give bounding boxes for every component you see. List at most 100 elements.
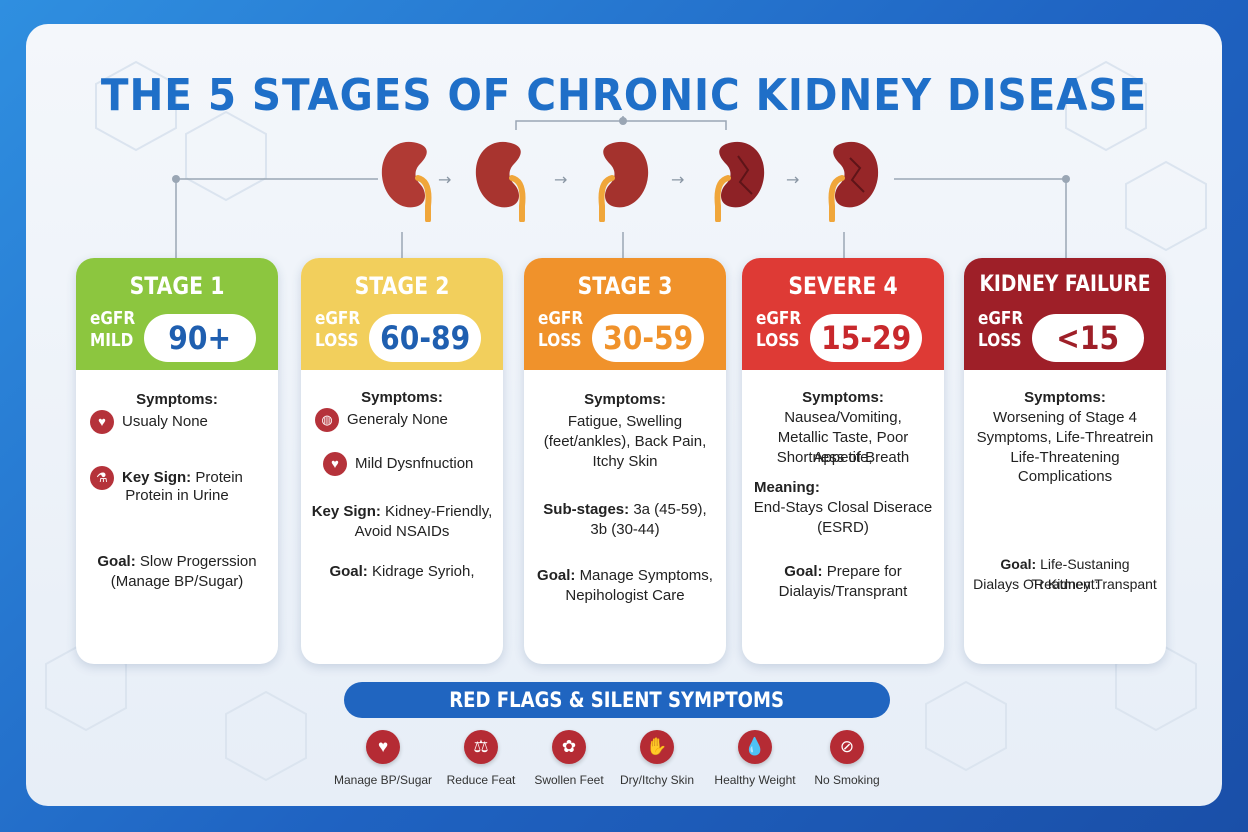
meaning-text: End-Stays Closal Diserace bbox=[753, 499, 933, 516]
goal-text-2: Nepihologist Care bbox=[565, 587, 685, 604]
egfr-range: 15-29 bbox=[810, 314, 922, 362]
stage-connectors: → → → → bbox=[172, 116, 1070, 258]
page-title: THE 5 STAGES OF CHRONIC KIDNEY DISEASE bbox=[100, 70, 1148, 121]
symptom-line: Worsening of Stage 4 bbox=[993, 409, 1137, 426]
goal-text-2: Dialays OR Kidney Transpant bbox=[973, 576, 1157, 592]
stage-card-5: KIDNEY FAILURE eGFR LOSS <15 Symptoms: Wo… bbox=[964, 258, 1166, 664]
keysign-label: Key Sign: bbox=[122, 468, 192, 486]
feet-icon: ✿ bbox=[552, 730, 586, 764]
flag-label: Reduce Feat bbox=[446, 773, 516, 787]
goal-text: Life-Sustaning Treatment: bbox=[1031, 556, 1130, 592]
kidney-icon: ♥ bbox=[90, 410, 114, 434]
symptoms-label: Symptoms: bbox=[802, 389, 884, 406]
stage-title: STAGE 1 bbox=[129, 272, 225, 300]
symptom-line: Life-Threatening bbox=[1010, 449, 1120, 466]
substages-text-2: 3b (30-44) bbox=[590, 521, 660, 538]
heart-icon: ♥ bbox=[366, 730, 400, 764]
arrow-icon: → bbox=[438, 170, 451, 189]
flag-label: No Smoking bbox=[814, 773, 880, 787]
egfr-label: eGFR LOSS bbox=[538, 308, 584, 351]
symptom-line: Shortness of Breath bbox=[776, 449, 910, 466]
egfr-label: eGFR LOSS bbox=[978, 308, 1024, 351]
kidney-icon bbox=[714, 141, 765, 222]
flag-label: Manage BP/Sugar bbox=[333, 773, 433, 787]
red-flags-banner: RED FLAGS & SILENT SYMPTOMS bbox=[344, 682, 890, 718]
symptom-line: Metallic Taste, Poor Appetite, bbox=[777, 429, 909, 466]
goal-text-2: Dialayis/Transprant bbox=[778, 583, 908, 600]
keysign-text-2: Protein in Urine bbox=[125, 487, 229, 504]
symptom-line: Complications bbox=[1017, 468, 1113, 485]
kidney-icon bbox=[598, 141, 649, 222]
flag-label: Swollen Feet bbox=[534, 773, 604, 787]
flag-manage-bp: ♥ Manage BP/Sugar bbox=[328, 730, 438, 787]
symptom-text: Usualy None bbox=[122, 412, 208, 430]
bottle-icon: ◍ bbox=[315, 408, 339, 432]
stage-title: STAGE 3 bbox=[577, 272, 673, 300]
kidney-icon bbox=[828, 141, 879, 222]
flask-icon: ⚗ bbox=[90, 466, 114, 490]
stage-header: SEVERE 4 eGFR LOSS 15-29 bbox=[742, 258, 944, 370]
egfr-range: 60-89 bbox=[369, 314, 481, 362]
keysign-label: Key Sign: bbox=[311, 503, 381, 520]
stage-card-4: SEVERE 4 eGFR LOSS 15-29 Symptoms: Nausea… bbox=[742, 258, 944, 664]
keysign-text: Kidney-Friendly, bbox=[385, 503, 493, 520]
scale-icon: ⚖ bbox=[464, 730, 498, 764]
flag-reduce-feat: ⚖ Reduce Feat bbox=[426, 730, 536, 787]
stage-title: SEVERE 4 bbox=[788, 272, 898, 300]
symptoms-label: Symptoms: bbox=[1024, 389, 1106, 406]
symptoms-label: Symptoms: bbox=[584, 391, 666, 408]
flag-no-smoking: ⊘ No Smoking bbox=[792, 730, 902, 787]
goal-label: Goal: bbox=[537, 567, 576, 584]
stage-card-2: STAGE 2 eGFR LOSS 60-89 Symptoms: ◍ Genera… bbox=[301, 258, 503, 664]
no-smoking-icon: ⊘ bbox=[830, 730, 864, 764]
stage-card-1: STAGE 1 eGFR MILD 90+ Symptoms: ♥ Usualy N… bbox=[76, 258, 278, 664]
stage-header: STAGE 1 eGFR MILD 90+ bbox=[76, 258, 278, 370]
goal-text-2: (Manage BP/Sugar) bbox=[110, 573, 244, 590]
stage-title: KIDNEY FAILURE bbox=[979, 272, 1151, 297]
stage-header: STAGE 3 eGFR LOSS 30-59 bbox=[524, 258, 726, 370]
symptom-line: (feet/ankles), Back Pain, bbox=[543, 433, 707, 450]
goal-text: Prepare for bbox=[826, 563, 902, 580]
kidney-icon bbox=[475, 141, 526, 222]
meaning-text-2: (ESRD) bbox=[817, 519, 869, 536]
keysign-text: Protein bbox=[195, 468, 243, 486]
flag-healthy-weight: 💧 Healthy Weight bbox=[700, 730, 810, 787]
kidney-icon: ♥ bbox=[323, 452, 347, 476]
goal-text: Manage Symptoms, bbox=[579, 567, 713, 584]
flag-label: Dry/Itchy Skin bbox=[619, 773, 694, 787]
symptoms-label: Symptoms: bbox=[136, 391, 218, 408]
arrow-icon: → bbox=[671, 170, 684, 189]
infographic-panel: THE 5 STAGES OF CHRONIC KIDNEY DISEASE →… bbox=[26, 24, 1222, 806]
egfr-range: 30-59 bbox=[592, 314, 704, 362]
goal-label: Goal: bbox=[329, 563, 368, 580]
goal-text: Kidrage Syrioh, bbox=[371, 563, 475, 580]
goal-label: Goal: bbox=[784, 563, 823, 580]
substages-text: 3a (45-59), bbox=[633, 501, 707, 518]
extra-text: Mild Dysnfnuction bbox=[355, 454, 474, 472]
flag-dry-skin: ✋ Dry/Itchy Skin bbox=[602, 730, 712, 787]
arrow-icon: → bbox=[786, 170, 799, 189]
symptom-line: Symptoms, Life-Threatrein bbox=[976, 429, 1154, 446]
goal-text: Slow Progerssion bbox=[139, 553, 257, 570]
egfr-range: <15 bbox=[1032, 314, 1144, 362]
stage-title: STAGE 2 bbox=[354, 272, 450, 300]
keysign-text-2: Avoid NSAIDs bbox=[354, 523, 450, 540]
flag-label: Healthy Weight bbox=[714, 773, 796, 787]
symptoms-label: Symptoms: bbox=[361, 389, 443, 406]
egfr-label: eGFR MILD bbox=[90, 308, 136, 351]
egfr-range: 90+ bbox=[144, 314, 256, 362]
skin-icon: ✋ bbox=[640, 730, 674, 764]
kidney-icon bbox=[381, 141, 432, 222]
substages-label: Sub-stages: bbox=[543, 501, 630, 518]
egfr-label: eGFR LOSS bbox=[756, 308, 802, 351]
symptom-line: Fatigue, Swelling bbox=[567, 413, 683, 430]
symptom-text: Generaly None bbox=[347, 410, 448, 428]
flag-swollen-feet: ✿ Swollen Feet bbox=[514, 730, 624, 787]
goal-label: Goal: bbox=[1000, 556, 1037, 572]
symptom-line: Nausea/Vomiting, bbox=[784, 409, 902, 426]
meaning-label: Meaning: bbox=[754, 479, 820, 496]
egfr-label: eGFR LOSS bbox=[315, 308, 361, 351]
stage-card-3: STAGE 3 eGFR LOSS 30-59 Symptoms: Fatigue… bbox=[524, 258, 726, 664]
arrow-icon: → bbox=[554, 170, 567, 189]
stage-header: STAGE 2 eGFR LOSS 60-89 bbox=[301, 258, 503, 370]
